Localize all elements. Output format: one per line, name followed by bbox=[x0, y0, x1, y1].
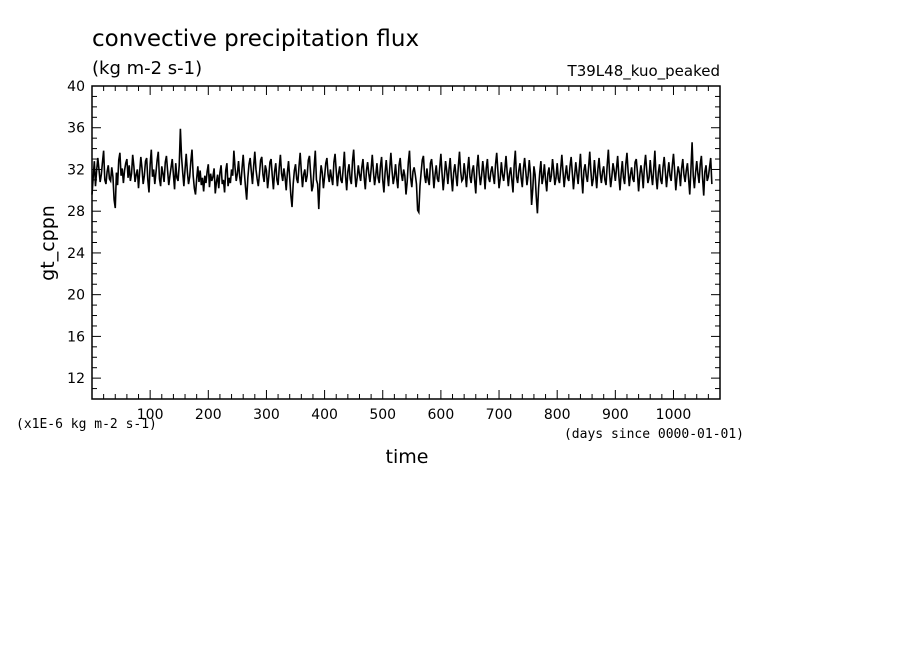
x-tick-label: 500 bbox=[369, 407, 396, 423]
chart-title: convective precipitation flux bbox=[92, 26, 419, 52]
x-tick-label: 200 bbox=[195, 407, 222, 423]
plot-frame bbox=[91, 85, 721, 400]
ticks-layer bbox=[92, 86, 720, 399]
x-tick-labels: 100 200 300 400 500 600 700 800 900 1000 bbox=[137, 407, 692, 423]
x-tick-label: 700 bbox=[486, 407, 513, 423]
x-tick-label: 400 bbox=[311, 407, 338, 423]
y-tick-label: 24 bbox=[67, 246, 85, 262]
series-layer bbox=[91, 128, 713, 216]
x-tick-label: 800 bbox=[544, 407, 571, 423]
y-tick-label: 12 bbox=[67, 371, 85, 387]
x-units-note: (days since 0000-01-01) bbox=[564, 427, 744, 442]
x-tick-label: 600 bbox=[428, 407, 455, 423]
y-tick-label: 28 bbox=[67, 204, 85, 220]
units-subtitle: (kg m-2 s-1) bbox=[92, 58, 202, 79]
y-tick-labels: 12 16 20 24 28 32 36 40 bbox=[67, 79, 85, 387]
y-axis-label: gt_cppn bbox=[37, 205, 59, 281]
run-label: T39L48_kuo_peaked bbox=[567, 62, 720, 81]
x-tick-label: 900 bbox=[602, 407, 629, 423]
series-line bbox=[91, 128, 713, 216]
x-axis-label: time bbox=[386, 446, 429, 468]
x-tick-label: 1000 bbox=[656, 407, 692, 423]
x-tick-label: 100 bbox=[137, 407, 164, 423]
y-tick-label: 16 bbox=[67, 329, 85, 345]
y-tick-label: 36 bbox=[67, 121, 85, 137]
x-tick-label: 300 bbox=[253, 407, 280, 423]
y-tick-label: 20 bbox=[67, 288, 85, 304]
y-scale-note: (x1E-6 kg m-2 s-1) bbox=[16, 417, 157, 432]
y-tick-label: 32 bbox=[67, 162, 85, 178]
y-tick-label: 40 bbox=[67, 79, 85, 95]
